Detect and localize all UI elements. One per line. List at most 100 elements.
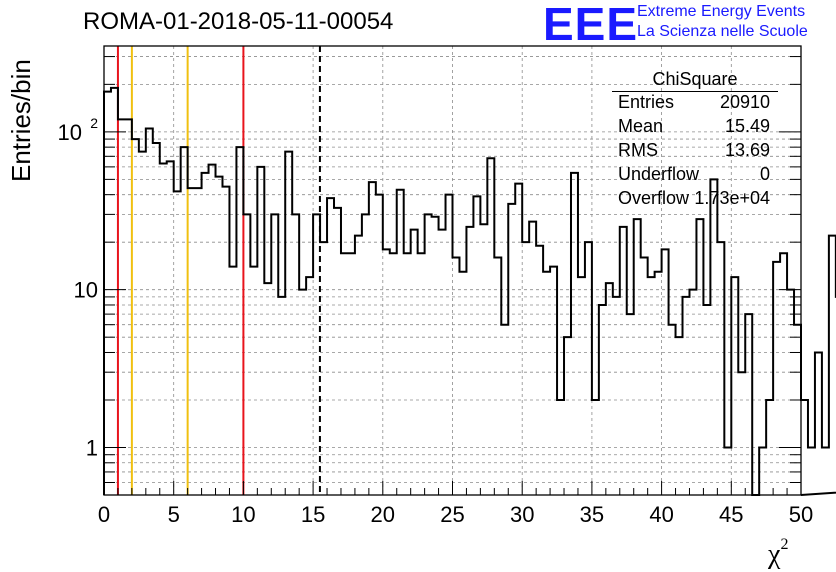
histogram-bin: [787, 290, 794, 495]
stat-value: 1.73e+04: [694, 188, 770, 208]
histogram-bin: [738, 372, 745, 495]
histogram-bin: [167, 161, 174, 495]
histogram-bin: [236, 147, 243, 495]
histogram-bin: [257, 167, 264, 495]
histogram-bin: [641, 257, 648, 495]
x-tick-label: 10: [231, 502, 255, 527]
histogram-bin: [453, 257, 460, 495]
histogram-bin: [501, 325, 508, 495]
histogram-bin: [306, 277, 313, 495]
x-tick-label: 30: [510, 502, 534, 527]
histogram-bin: [480, 224, 487, 495]
histogram-bin: [508, 204, 515, 495]
histogram-bin: [606, 283, 613, 495]
histogram-bin: [202, 173, 209, 495]
histogram-bin: [376, 195, 383, 495]
histogram-bin: [146, 129, 153, 495]
histogram-bin: [487, 158, 494, 495]
histogram-bin: [348, 253, 355, 495]
y-axis-title-text: Entries/bin: [6, 59, 36, 182]
histogram-bin: [627, 314, 634, 495]
stats-title-rule: [612, 91, 778, 92]
histogram-bin: [341, 253, 348, 495]
histogram-bin: [759, 447, 766, 495]
histogram-bin: [745, 314, 752, 495]
histogram-bin: [676, 337, 683, 495]
histogram-bin: [250, 267, 257, 495]
stat-key: RMS: [618, 140, 658, 160]
histogram-bin: [585, 242, 592, 495]
x-axis-title: χ2: [768, 536, 788, 571]
histogram-bin: [808, 447, 815, 495]
histogram-bin: [564, 337, 571, 495]
x-tick-label: 40: [649, 502, 673, 527]
histogram-bin: [731, 277, 738, 495]
stat-row-entries: Entries 20910: [612, 90, 778, 114]
histogram-bin: [195, 188, 202, 495]
stat-key: Mean: [618, 116, 664, 136]
grid-lines: [104, 46, 801, 496]
histogram-bin: [104, 92, 111, 495]
logo-caption-line1: Extreme Energy Events: [637, 3, 806, 20]
histogram-bin: [411, 230, 418, 495]
histogram-bin: [592, 400, 599, 495]
y-tick-label: 10: [74, 278, 98, 303]
histogram-bin: [717, 242, 724, 495]
histogram-bin: [383, 249, 390, 495]
histogram-bin: [613, 297, 620, 495]
plot-title: ROMA-01-2018-05-11-00054: [83, 8, 394, 35]
x-tick-label: 35: [580, 502, 604, 527]
histogram-bin: [439, 230, 446, 495]
histogram-bin: [522, 242, 529, 495]
logo-caption-line2: La Scienza nelle Scuole: [637, 23, 808, 40]
histogram-bin: [529, 222, 536, 495]
histogram-bin: [648, 277, 655, 495]
histogram-bin: [822, 447, 829, 495]
axis-ticks: [103, 56, 802, 496]
stat-row-overflow: Overflow 1.73e+04: [612, 186, 778, 210]
histogram-bin: [181, 147, 188, 495]
histogram-bin: [515, 184, 522, 495]
stat-row-underflow: Underflow 0: [612, 162, 778, 186]
x-axis-title-superscript: 2: [780, 536, 789, 553]
histogram-bin: [620, 227, 627, 495]
histogram-bin: [285, 152, 292, 495]
x-tick-label: 25: [440, 502, 464, 527]
histogram-bin: [494, 257, 501, 495]
histogram-bin: [139, 152, 146, 495]
x-tick-label: 20: [371, 502, 395, 527]
histogram-bin: [292, 214, 299, 495]
histogram-bin: [188, 188, 195, 495]
histogram-bin: [766, 400, 773, 495]
histogram-bin: [125, 119, 132, 495]
x-tick-label: 15: [301, 502, 325, 527]
histogram-bin: [669, 325, 676, 495]
histogram-bin: [634, 219, 641, 495]
tick-labels: 0 5 10 15 20 25 30 35 40 45 50 1 10 10 2: [58, 115, 814, 527]
histogram-bin: [313, 214, 320, 495]
histogram-bin: [160, 164, 167, 495]
histogram-bin: [153, 143, 160, 495]
histogram-bin: [222, 187, 229, 495]
histogram-bin: [655, 272, 662, 495]
histogram-bin: [299, 290, 306, 495]
histogram-bin: [174, 191, 181, 495]
histogram-bin: [278, 297, 285, 495]
stat-key: Overflow: [618, 188, 690, 208]
histogram-bin: [724, 447, 731, 495]
histogram-bin: [710, 179, 717, 495]
stat-value: 15.49: [724, 116, 770, 136]
histogram-bin: [578, 277, 585, 495]
x-tick-label: 50: [789, 502, 813, 527]
stat-value: 0: [759, 164, 770, 184]
histogram-bin: [320, 242, 327, 495]
histogram-bin: [662, 249, 669, 495]
histogram-bin: [696, 219, 703, 495]
histogram-bin: [404, 253, 411, 495]
histogram-bin: [369, 182, 376, 495]
histogram-bin: [209, 165, 216, 495]
stat-value: 20910: [719, 92, 770, 112]
histogram-bin: [334, 208, 341, 495]
x-axis-title-text: χ: [768, 539, 781, 570]
